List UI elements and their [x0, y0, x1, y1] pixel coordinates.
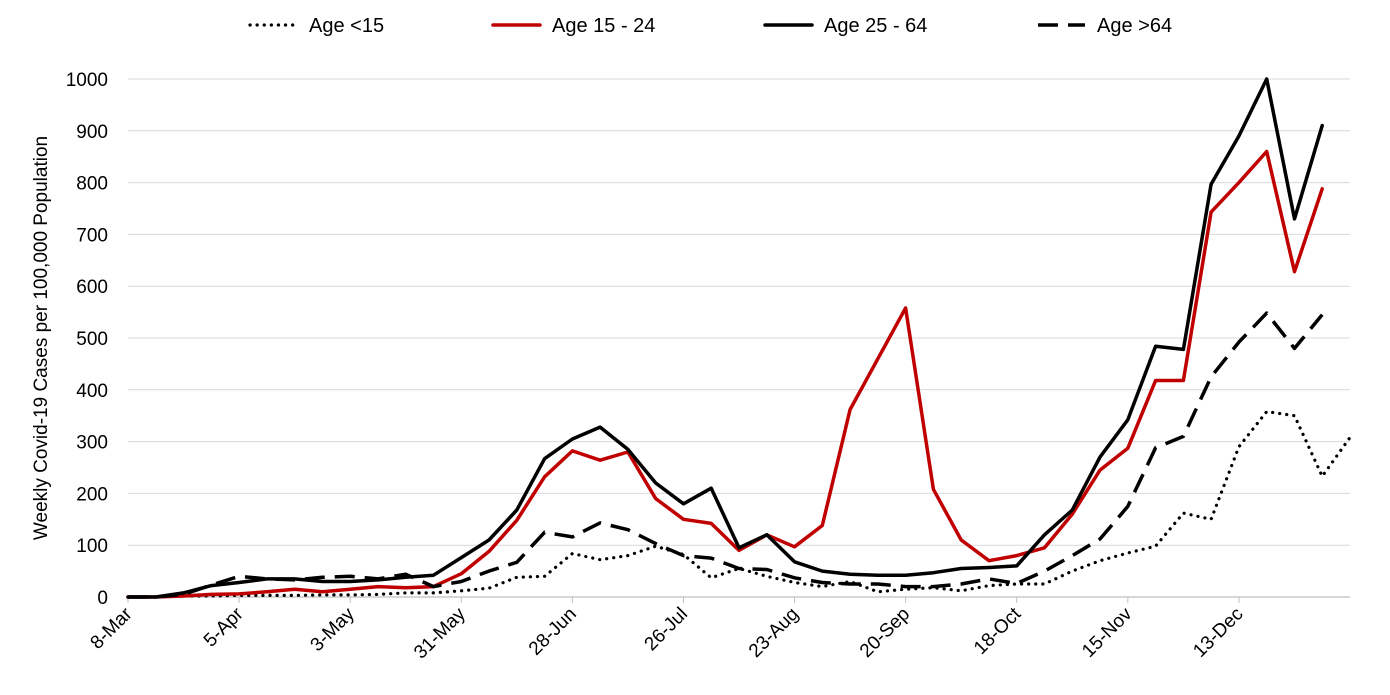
y-tick-label: 100 [76, 536, 108, 557]
y-tick-label: 0 [97, 588, 108, 609]
x-tick-label: 15-Nov [1078, 603, 1137, 662]
series-line-2 [126, 149, 1324, 599]
x-tick-label: 28-Jun [525, 604, 581, 660]
x-tick-label: 8-Mar [87, 603, 137, 653]
y-tick-label: 800 [76, 174, 108, 195]
x-tick-label: 13-Dec [1189, 604, 1247, 662]
y-tick-label: 200 [76, 484, 108, 505]
y-tick-label: 500 [76, 329, 108, 350]
legend-label: Age 15 - 24 [552, 15, 655, 37]
x-tick-label: 20-Sep [856, 604, 914, 662]
x-axis-ticks: 8-Mar 5-Apr 3-May 31-May 28-Jun 26-Jul 23-Aug 2… [87, 597, 1247, 663]
y-tick-label: 600 [76, 277, 108, 298]
y-axis-title: Weekly Covid-19 Cases per 100,000 Popula… [31, 136, 52, 540]
y-tick-label: 1000 [66, 70, 108, 91]
y-tick-label: 700 [76, 225, 108, 246]
x-tick-label: 5-Apr [200, 603, 248, 651]
y-tick-label: 400 [76, 381, 108, 402]
legend: Age <15 Age 15 - 24 Age 25 - 64 Age >64 [248, 15, 1172, 37]
legend-label: Age 25 - 64 [824, 15, 927, 37]
x-tick-label: 3-May [307, 603, 360, 656]
x-tick-label: 18-Oct [970, 603, 1026, 659]
series-line-4 [128, 311, 1324, 599]
legend-label: Age >64 [1097, 15, 1172, 37]
y-tick-label: 900 [76, 122, 108, 143]
x-tick-label: 31-May [410, 603, 470, 663]
series-line-3 [126, 77, 1324, 599]
y-tick-label: 300 [76, 433, 108, 454]
legend-label: Age <15 [309, 15, 384, 37]
series-lines [126, 77, 1352, 599]
x-tick-label: 23-Aug [745, 604, 803, 662]
y-axis-ticks: 0 100 200 300 400 500 600 700 800 900 1000 [66, 70, 108, 609]
x-tick-label: 26-Jul [641, 604, 692, 655]
gridlines [128, 78, 1350, 546]
